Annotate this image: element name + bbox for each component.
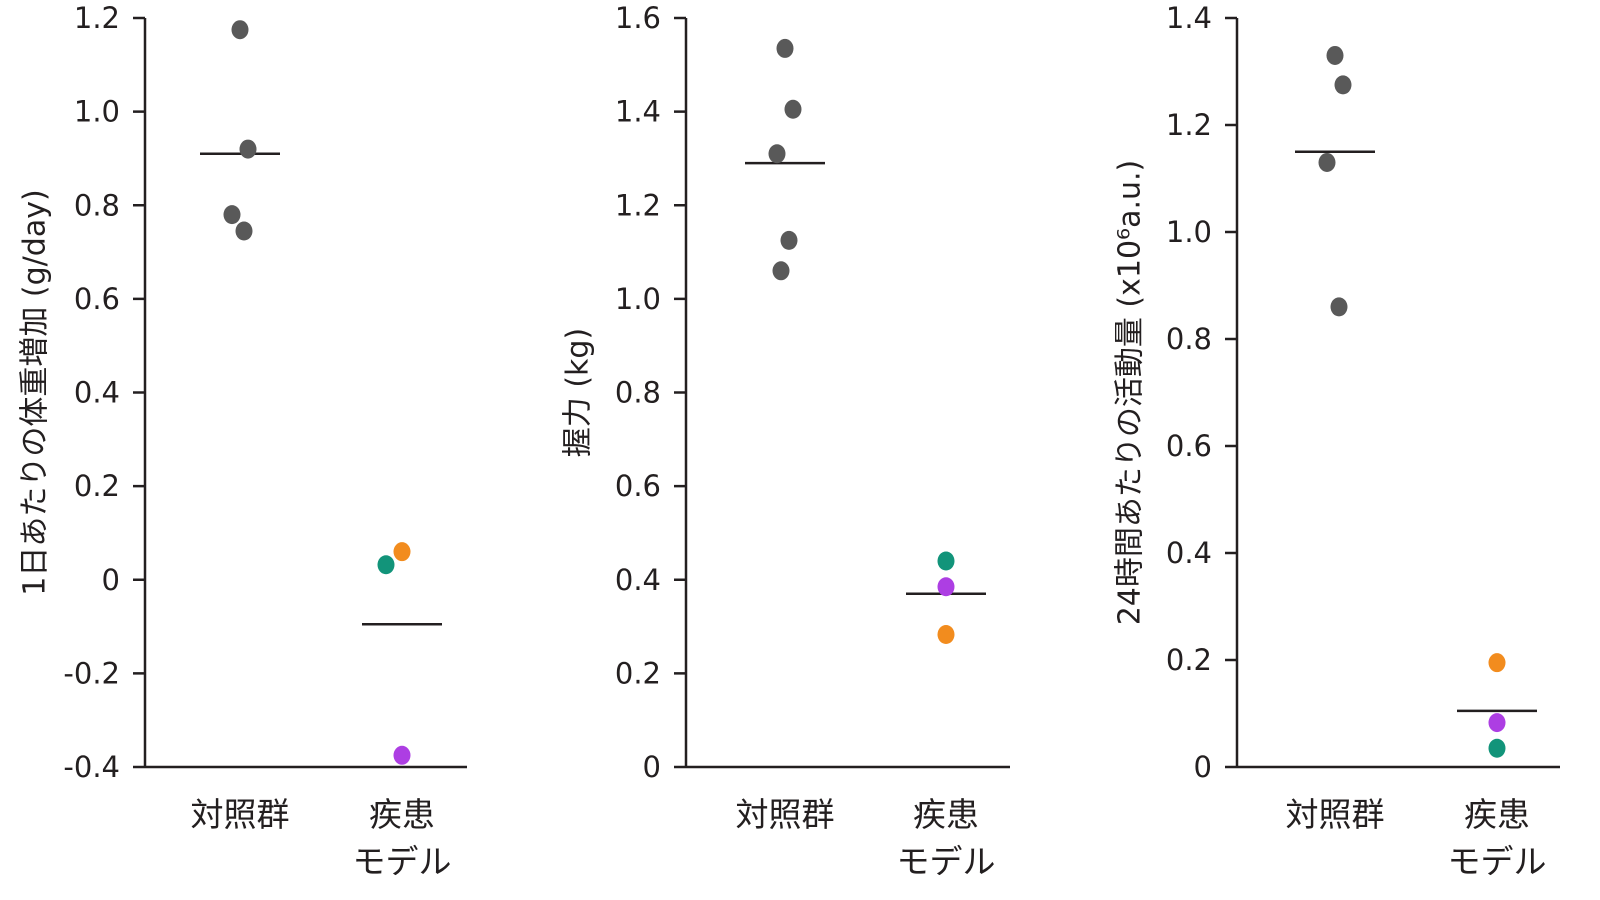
y-tick-label: 1.4	[615, 95, 661, 129]
data-point	[768, 144, 786, 164]
y-tick-label: -0.2	[63, 656, 120, 690]
y-tick-label: 0	[102, 563, 120, 597]
data-point	[231, 20, 249, 40]
data-point	[780, 230, 798, 250]
weight-gain-panel: 1.2 1.0 0.8 0.6 0.4 0.2 0 -0.2 -0.4 1日あたりの体重増加 (g…	[18, 1, 467, 881]
data-point	[235, 221, 253, 241]
y-tick-label: 1.2	[74, 1, 120, 35]
category-label: 対照群	[191, 795, 290, 834]
y-axis-title: 1日あたりの体重増加 (g/day)	[18, 189, 53, 595]
data-point	[1326, 45, 1344, 65]
data-point	[772, 261, 790, 281]
y-tick-label: -0.4	[63, 750, 120, 784]
data-point	[223, 205, 241, 225]
data-point	[937, 577, 955, 597]
y-tick-label: 1.2	[615, 188, 661, 222]
data-point	[1318, 152, 1336, 172]
category-label: 疾患	[369, 795, 435, 834]
y-tick-label: 0.6	[74, 282, 120, 316]
data-point	[1488, 713, 1506, 733]
data-point	[1488, 653, 1506, 673]
data-point	[776, 38, 794, 58]
data-point	[937, 551, 955, 571]
y-tick-label: 0.2	[1166, 643, 1212, 677]
y-tick-label: 0.4	[1166, 536, 1212, 570]
data-point	[784, 99, 802, 119]
data-point	[1488, 738, 1506, 758]
y-tick-label: 0.6	[615, 469, 661, 503]
y-tick-label: 1.4	[1166, 1, 1212, 35]
data-point	[393, 542, 411, 562]
category-label: モデル	[353, 842, 452, 881]
y-tick-label: 0.4	[615, 563, 661, 597]
y-tick-label: 1.2	[1166, 108, 1212, 142]
y-tick-label: 0	[643, 750, 661, 784]
y-tick-label: 1.0	[74, 95, 120, 129]
y-axis-title: 握力 (kg)	[561, 328, 596, 457]
data-point	[393, 745, 411, 765]
category-label: 疾患	[1464, 795, 1530, 834]
y-tick-label: 0.6	[1166, 429, 1212, 463]
data-point	[377, 555, 395, 575]
y-tick-label: 0.8	[1166, 322, 1212, 356]
y-tick-label: 1.0	[615, 282, 661, 316]
y-tick-label: 0.8	[74, 188, 120, 222]
y-tick-label: 1.6	[615, 1, 661, 35]
y-tick-label: 0.8	[615, 376, 661, 410]
y-axis-title: 24時間あたりの活動量 (x10⁶a.u.)	[1113, 160, 1148, 626]
category-label: 対照群	[1286, 795, 1385, 834]
y-tick-label: 1.0	[1166, 215, 1212, 249]
category-label: モデル	[897, 842, 996, 881]
data-point	[1334, 75, 1352, 95]
category-label: 疾患	[913, 795, 979, 834]
category-label: モデル	[1448, 842, 1547, 881]
y-tick-label: 0.2	[74, 469, 120, 503]
y-tick-label: 0	[1194, 750, 1212, 784]
category-label: 対照群	[736, 795, 835, 834]
data-point	[937, 625, 955, 645]
data-point	[1330, 297, 1348, 317]
activity-panel: 1.4 1.2 1.0 0.8 0.6 0.4 0.2 0 24時間あたりの活動量 (x10⁶a…	[1113, 1, 1560, 881]
data-point	[239, 139, 257, 159]
y-tick-label: 0.4	[74, 376, 120, 410]
y-tick-label: 0.2	[615, 656, 661, 690]
